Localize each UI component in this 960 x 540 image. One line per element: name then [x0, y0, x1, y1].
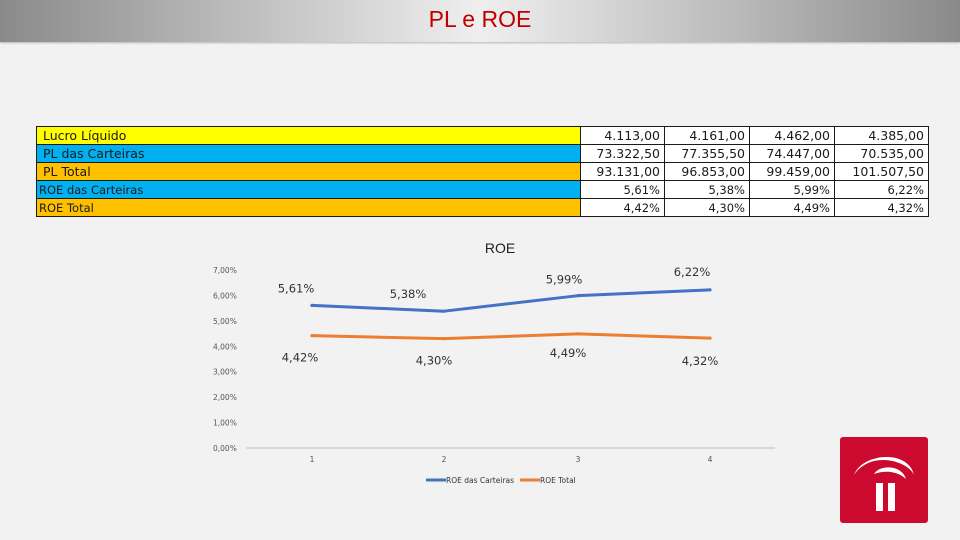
table-row: PL das Carteiras 73.322,50 77.355,50 74.447… [36, 144, 929, 163]
data-point [310, 303, 314, 307]
x-tick-label: 3 [576, 455, 581, 464]
y-tick-label: 2,00% [213, 393, 237, 402]
row-label: Lucro Líquido [36, 126, 581, 145]
data-label: 4,32% [682, 354, 719, 368]
data-point [442, 309, 446, 313]
table-row: ROE das Carteiras 5,61% 5,38% 5,99% 6,22% [36, 180, 929, 199]
table-cell: 5,61% [580, 180, 665, 199]
data-label: 4,30% [416, 354, 453, 368]
table-cell: 4.462,00 [749, 126, 835, 145]
table-row: Lucro Líquido 4.113,00 4.161,00 4.462,00 4.3… [36, 126, 929, 145]
series-line-roe-total [310, 332, 712, 341]
data-point [576, 294, 580, 298]
y-tick-label: 3,00% [213, 368, 237, 377]
data-label: 4,42% [282, 351, 319, 365]
bradesco-logo-mark [854, 456, 914, 511]
data-label: 5,61% [278, 281, 315, 295]
table-cell: 6,22% [834, 180, 929, 199]
y-tick-label: 4,00% [213, 342, 237, 351]
title-bar: PL e ROE [0, 0, 960, 42]
table-cell: 4,30% [664, 198, 750, 217]
y-tick-label: 6,00% [213, 291, 237, 300]
row-label: PL Total [36, 162, 581, 181]
data-point [576, 332, 580, 336]
table-cell: 4.161,00 [664, 126, 750, 145]
data-label: 5,38% [390, 287, 427, 301]
legend-label: ROE Total [540, 476, 576, 485]
data-label: 4,49% [550, 346, 587, 360]
table-cell: 4,49% [749, 198, 835, 217]
x-tick-label: 4 [708, 455, 713, 464]
data-label: 6,22% [674, 265, 711, 279]
table-cell: 96.853,00 [664, 162, 750, 181]
table-cell: 4,42% [580, 198, 665, 217]
y-tick-label: 1,00% [213, 419, 237, 428]
legend-label: ROE das Carteiras [446, 476, 514, 485]
data-point [708, 288, 712, 292]
y-tick-label: 5,00% [213, 317, 237, 326]
table-row: ROE Total 4,42% 4,30% 4,49% 4,32% [36, 198, 929, 217]
x-tick-label: 1 [310, 455, 315, 464]
row-label: ROE Total [36, 198, 581, 217]
table-cell: 5,38% [664, 180, 750, 199]
y-tick-label: 0,00% [213, 444, 237, 453]
table-cell: 4,32% [834, 198, 929, 217]
data-point [310, 334, 314, 338]
bradesco-logo [840, 437, 928, 523]
x-tick-label: 2 [442, 455, 447, 464]
table-cell: 70.535,00 [834, 144, 929, 163]
row-label: ROE das Carteiras [36, 180, 581, 199]
table-cell: 101.507,50 [834, 162, 929, 181]
slide-title: PL e ROE [428, 6, 532, 32]
data-table: Lucro Líquido 4.113,00 4.161,00 4.462,00 4.3… [36, 126, 929, 217]
series-line-roe-das-carteiras [310, 288, 712, 313]
table-row: PL Total 93.131,00 96.853,00 99.459,00 101.5… [36, 162, 929, 181]
chart-title: ROE [485, 240, 515, 256]
y-tick-label: 7,00% [213, 266, 237, 275]
data-point [708, 336, 712, 340]
table-cell: 99.459,00 [749, 162, 835, 181]
data-label: 5,99% [546, 273, 583, 287]
data-point [442, 337, 446, 341]
